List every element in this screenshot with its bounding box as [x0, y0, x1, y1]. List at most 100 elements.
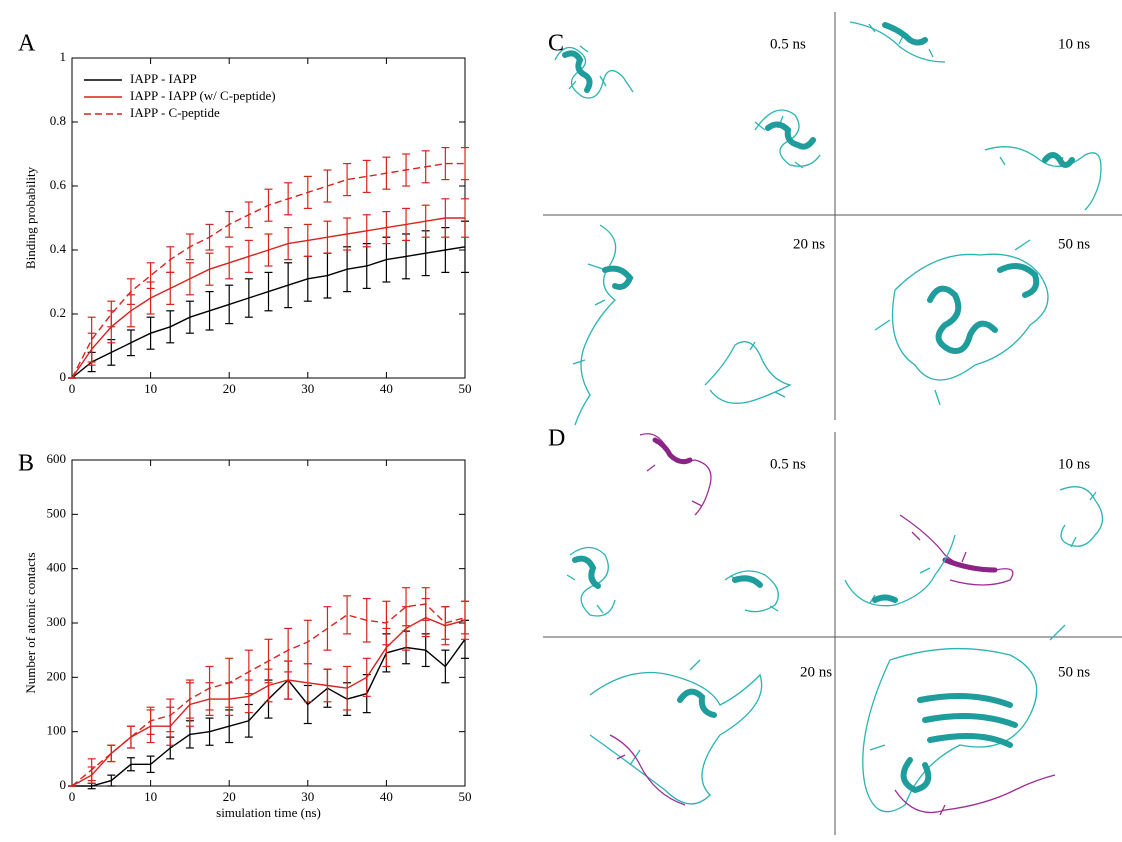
x-tick-label: 40	[380, 381, 393, 396]
x-tick-label: 0	[69, 381, 76, 396]
error-bar	[382, 211, 391, 245]
x-tick-label: 20	[223, 381, 236, 396]
legend-label: IAPP - C-peptide	[130, 105, 220, 120]
y-tick-label: 0	[60, 777, 67, 792]
x-axis-label: simulation time (ns)	[216, 805, 321, 820]
y-tick-label: 400	[47, 560, 67, 575]
panel-c	[543, 12, 1122, 426]
panel-label: C	[548, 31, 564, 57]
error-bar	[107, 774, 116, 787]
structure	[566, 433, 1104, 816]
error-bar	[264, 271, 273, 312]
y-tick-label: 200	[47, 668, 67, 683]
frame-time-label: 10 ns	[1058, 36, 1090, 52]
structure	[554, 21, 1102, 426]
error-bar	[362, 657, 371, 697]
error-bar	[264, 188, 273, 222]
y-tick-label: 600	[47, 451, 67, 466]
error-bar	[244, 649, 253, 695]
error-bar	[362, 214, 371, 248]
error-bar	[146, 706, 155, 735]
error-bar	[205, 223, 214, 251]
error-bar	[244, 278, 253, 318]
error-bar	[185, 262, 194, 296]
error-bar	[402, 207, 411, 241]
error-bar	[146, 755, 155, 774]
frame-time-label: 0.5 ns	[770, 456, 806, 472]
error-bar	[107, 300, 116, 328]
error-bar	[421, 587, 430, 621]
error-bar	[303, 223, 312, 257]
error-bar	[205, 252, 214, 286]
y-tick-label: 0.4	[50, 241, 67, 256]
x-tick-label: 40	[380, 789, 393, 804]
y-tick-label: 0.6	[50, 177, 67, 192]
error-bar	[323, 668, 332, 703]
error-bar	[126, 725, 135, 749]
panel-label: A	[18, 31, 36, 57]
frame-time-label: 50 ns	[1058, 664, 1090, 680]
error-bar	[244, 239, 253, 273]
error-bar	[205, 665, 214, 711]
y-axis-label: Binding probability	[23, 166, 38, 269]
x-tick-label: 30	[301, 381, 314, 396]
y-tick-label: 0.2	[50, 305, 66, 320]
panel-label: B	[18, 451, 34, 477]
error-bar	[382, 156, 391, 190]
y-tick-label: 100	[47, 723, 67, 738]
error-bar	[402, 587, 411, 627]
error-bar	[264, 638, 273, 684]
y-tick-label: 300	[47, 614, 67, 629]
error-bar	[303, 175, 312, 209]
frame-time-label: 20 ns	[800, 664, 832, 680]
y-tick-label: 500	[47, 505, 67, 520]
error-bar	[441, 147, 450, 181]
x-tick-label: 20	[223, 789, 236, 804]
error-bar	[382, 600, 391, 646]
error-bar	[421, 150, 430, 184]
error-bar	[205, 291, 214, 331]
error-bar	[87, 758, 96, 782]
error-bar	[126, 757, 135, 772]
error-bar	[146, 316, 155, 350]
x-tick-label: 50	[459, 789, 472, 804]
error-bar	[126, 278, 135, 305]
error-bar	[225, 284, 234, 325]
x-tick-label: 10	[144, 789, 157, 804]
error-bar	[185, 300, 194, 334]
error-bar	[441, 198, 450, 238]
error-bar	[461, 198, 469, 238]
x-tick-label: 50	[459, 381, 472, 396]
error-bar	[421, 204, 430, 238]
frame-time-label: 0.5 ns	[770, 36, 806, 52]
legend-label: IAPP - IAPP (w/ C-peptide)	[130, 88, 276, 103]
error-bar	[441, 649, 450, 684]
error-bar	[441, 606, 450, 640]
error-bar	[166, 310, 175, 344]
error-bar	[244, 201, 253, 229]
error-bar	[323, 220, 332, 254]
legend-label: IAPP - IAPP	[130, 71, 197, 86]
error-bar	[323, 606, 332, 651]
error-bar	[461, 147, 469, 181]
y-tick-label: 0	[60, 369, 67, 384]
panel-d	[543, 432, 1122, 835]
y-tick-label: 0.8	[50, 113, 66, 128]
frame-time-label: 50 ns	[1058, 236, 1090, 252]
error-bar	[107, 339, 116, 366]
frame-time-label: 20 ns	[793, 236, 825, 252]
error-bar	[126, 329, 135, 357]
error-bar	[343, 665, 352, 711]
error-bar	[107, 744, 116, 763]
error-bar	[284, 627, 293, 673]
error-bar	[225, 657, 234, 708]
error-bar	[264, 233, 273, 267]
error-bar	[402, 153, 411, 187]
x-tick-label: 30	[301, 789, 314, 804]
error-bar	[185, 679, 194, 719]
y-tick-label: 1	[60, 49, 67, 64]
error-bar	[146, 262, 155, 289]
x-tick-label: 0	[69, 789, 76, 804]
